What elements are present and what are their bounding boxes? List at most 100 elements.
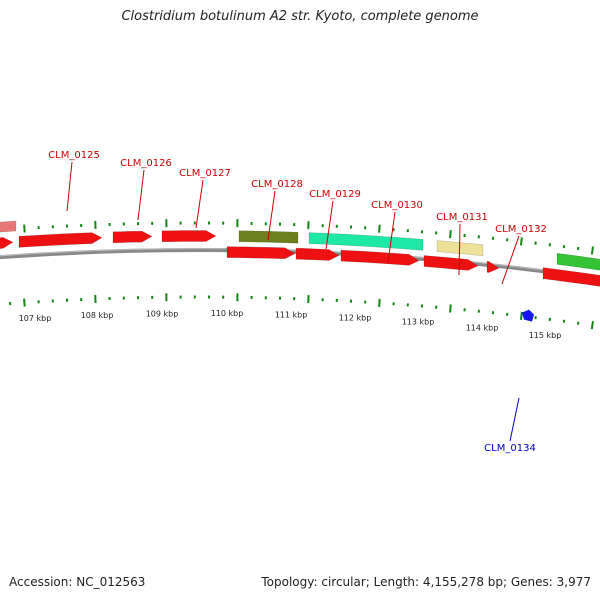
scale-tick-label: 107 kbp: [19, 314, 52, 323]
gc-skew-track-dot: [9, 302, 12, 306]
scale-tick-label: 110 kbp: [211, 309, 244, 318]
gc-skew-track-dot: [420, 304, 424, 308]
cds-arrow: [340, 249, 420, 266]
gc-track-dot: [335, 224, 338, 228]
gc-skew-track-dot: [590, 321, 594, 330]
gc-track-dot: [207, 221, 211, 225]
gc-skew-track-dot: [491, 311, 495, 315]
gc-track-dot: [449, 230, 452, 239]
gc-skew-track-dot: [108, 296, 111, 301]
gene-label-CLM_0131[interactable]: CLM_0131: [436, 212, 488, 223]
gene-label-CLM_0132[interactable]: CLM_0132: [495, 224, 547, 235]
gc-track-dot: [562, 244, 566, 249]
gc-skew-track-dot: [534, 315, 537, 320]
scale-tick-label: 115 kbp: [529, 331, 562, 340]
gc-skew-track-dot: [392, 302, 395, 306]
gc-track-dot: [108, 222, 111, 227]
gc-track-dot: [122, 222, 125, 226]
gc-skew-track-dot: [151, 295, 154, 299]
gc-skew-track-dot: [406, 303, 409, 307]
gc-skew-track-dot: [278, 296, 282, 300]
map-title: Clostridium botulinum A2 str. Kyoto, com…: [121, 9, 479, 24]
gc-track-dot: [406, 229, 409, 233]
gene-label-CLM_0125[interactable]: CLM_0125: [48, 150, 100, 161]
gc-track-dot: [80, 223, 83, 228]
gc-skew-track-dot: [179, 295, 182, 299]
gene-label-CLM_0129[interactable]: CLM_0129: [309, 189, 361, 200]
gene-label-CLM_0127[interactable]: CLM_0127: [179, 168, 231, 179]
gene-label-CLM_0134[interactable]: CLM_0134: [484, 443, 536, 454]
gc-skew-track-dot: [94, 294, 97, 304]
gene-label-CLM_0130[interactable]: CLM_0130: [371, 200, 423, 211]
gene-block-aqua: [308, 232, 424, 251]
label-leader-line: [66, 161, 73, 212]
gc-track-dot: [51, 225, 54, 229]
gc-skew-track-dot: [122, 296, 125, 300]
gc-track-dot: [136, 222, 140, 226]
label-leader-line: [501, 235, 520, 285]
cds-arrow: [423, 255, 479, 271]
gc-track-dot: [364, 226, 367, 230]
gc-skew-track-dot: [506, 312, 509, 316]
gc-skew-track-dot: [207, 295, 211, 299]
gc-skew-track-dot: [65, 298, 69, 302]
gc-skew-track-dot: [222, 295, 225, 299]
gc-skew-track-dot: [236, 293, 239, 302]
gc-skew-track-dot: [80, 298, 83, 302]
gene-block-green: [556, 253, 600, 271]
gc-skew-track-dot: [435, 305, 438, 309]
gc-track-dot: [506, 238, 509, 242]
genome-summary-text: Topology: circular; Length: 4,155,278 bp…: [261, 575, 591, 589]
gc-skew-track-dot: [250, 295, 253, 300]
gc-skew-track-dot: [165, 293, 168, 302]
gc-skew-track-dot: [136, 296, 140, 300]
label-leader-line: [195, 179, 204, 229]
gc-skew-track-dot: [23, 298, 26, 307]
gc-track-dot: [349, 225, 353, 229]
label-leader-line: [458, 223, 461, 276]
gc-skew-track-dot: [463, 308, 466, 312]
gene-label-CLM_0126[interactable]: CLM_0126: [120, 158, 172, 169]
gc-track-dot: [23, 224, 26, 233]
gc-skew-track-dot: [335, 298, 338, 302]
gc-track-dot: [179, 221, 182, 225]
gc-track-dot: [293, 223, 296, 227]
gene-label-CLM_0128[interactable]: CLM_0128: [251, 179, 303, 190]
scale-tick-label: 111 kbp: [275, 311, 308, 320]
cds-arrow: [295, 247, 340, 261]
gc-track-dot: [519, 237, 523, 246]
gc-skew-track-dot: [349, 299, 353, 303]
gc-track-dot: [378, 224, 381, 233]
label-leader-line: [387, 211, 396, 263]
gc-track-dot: [236, 219, 239, 228]
gc-skew-track-dot: [548, 317, 551, 322]
accession-text: Accession: NC_012563: [9, 575, 146, 589]
scale-tick-label: 108 kbp: [81, 311, 114, 320]
gene-block-pink: [0, 220, 17, 233]
gc-track-dot: [65, 224, 69, 228]
label-leader-line: [137, 169, 145, 221]
gc-skew-track-dot: [293, 297, 296, 301]
gc-track-dot: [307, 221, 310, 230]
gc-track-dot: [577, 246, 580, 251]
gc-skew-track-dot: [378, 298, 381, 307]
gc-track-dot: [491, 236, 495, 240]
cds-arrow: [542, 267, 600, 287]
gc-track-dot: [321, 224, 324, 228]
cds-arrow: [486, 261, 500, 273]
gc-track-dot: [193, 221, 196, 225]
gc-skew-track-dot: [364, 300, 367, 304]
gc-track-dot: [264, 222, 267, 226]
gc-track-dot: [420, 230, 424, 234]
gc-skew-track-dot: [37, 300, 40, 304]
gc-track-dot: [463, 233, 466, 238]
gc-track-dot: [548, 243, 551, 247]
gc-track-dot: [165, 219, 168, 228]
scale-tick-label: 113 kbp: [402, 318, 435, 327]
gene-CLM_0134-arrow: [522, 309, 534, 322]
gc-track-dot: [94, 220, 97, 229]
gc-track-dot: [222, 221, 225, 225]
gc-skew-track-dot: [519, 311, 523, 320]
gc-track-dot: [477, 235, 480, 239]
gc-track-dot: [278, 222, 282, 226]
